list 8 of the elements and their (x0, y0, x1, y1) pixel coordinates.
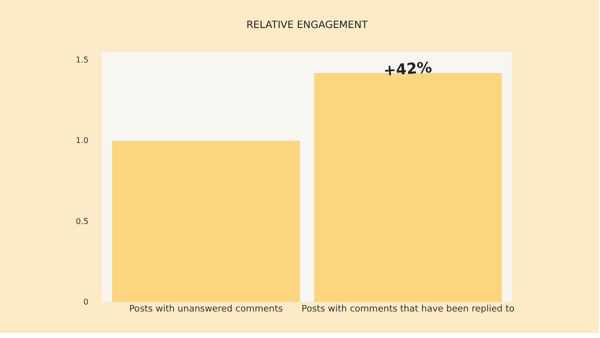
y-tick-label: 1.5 (76, 56, 88, 65)
annotation: +42% (382, 58, 433, 80)
x-tick-label: Posts with unanswered comments (129, 304, 284, 314)
y-tick-label: 1.0 (76, 136, 88, 146)
y-tick-label: 0.5 (76, 216, 88, 226)
x-tick-label: Posts with comments that have been replied to (301, 304, 515, 314)
y-tick-label: 0 (83, 298, 88, 306)
chart-title: RELATIVE ENGAGEMENT (246, 20, 369, 31)
